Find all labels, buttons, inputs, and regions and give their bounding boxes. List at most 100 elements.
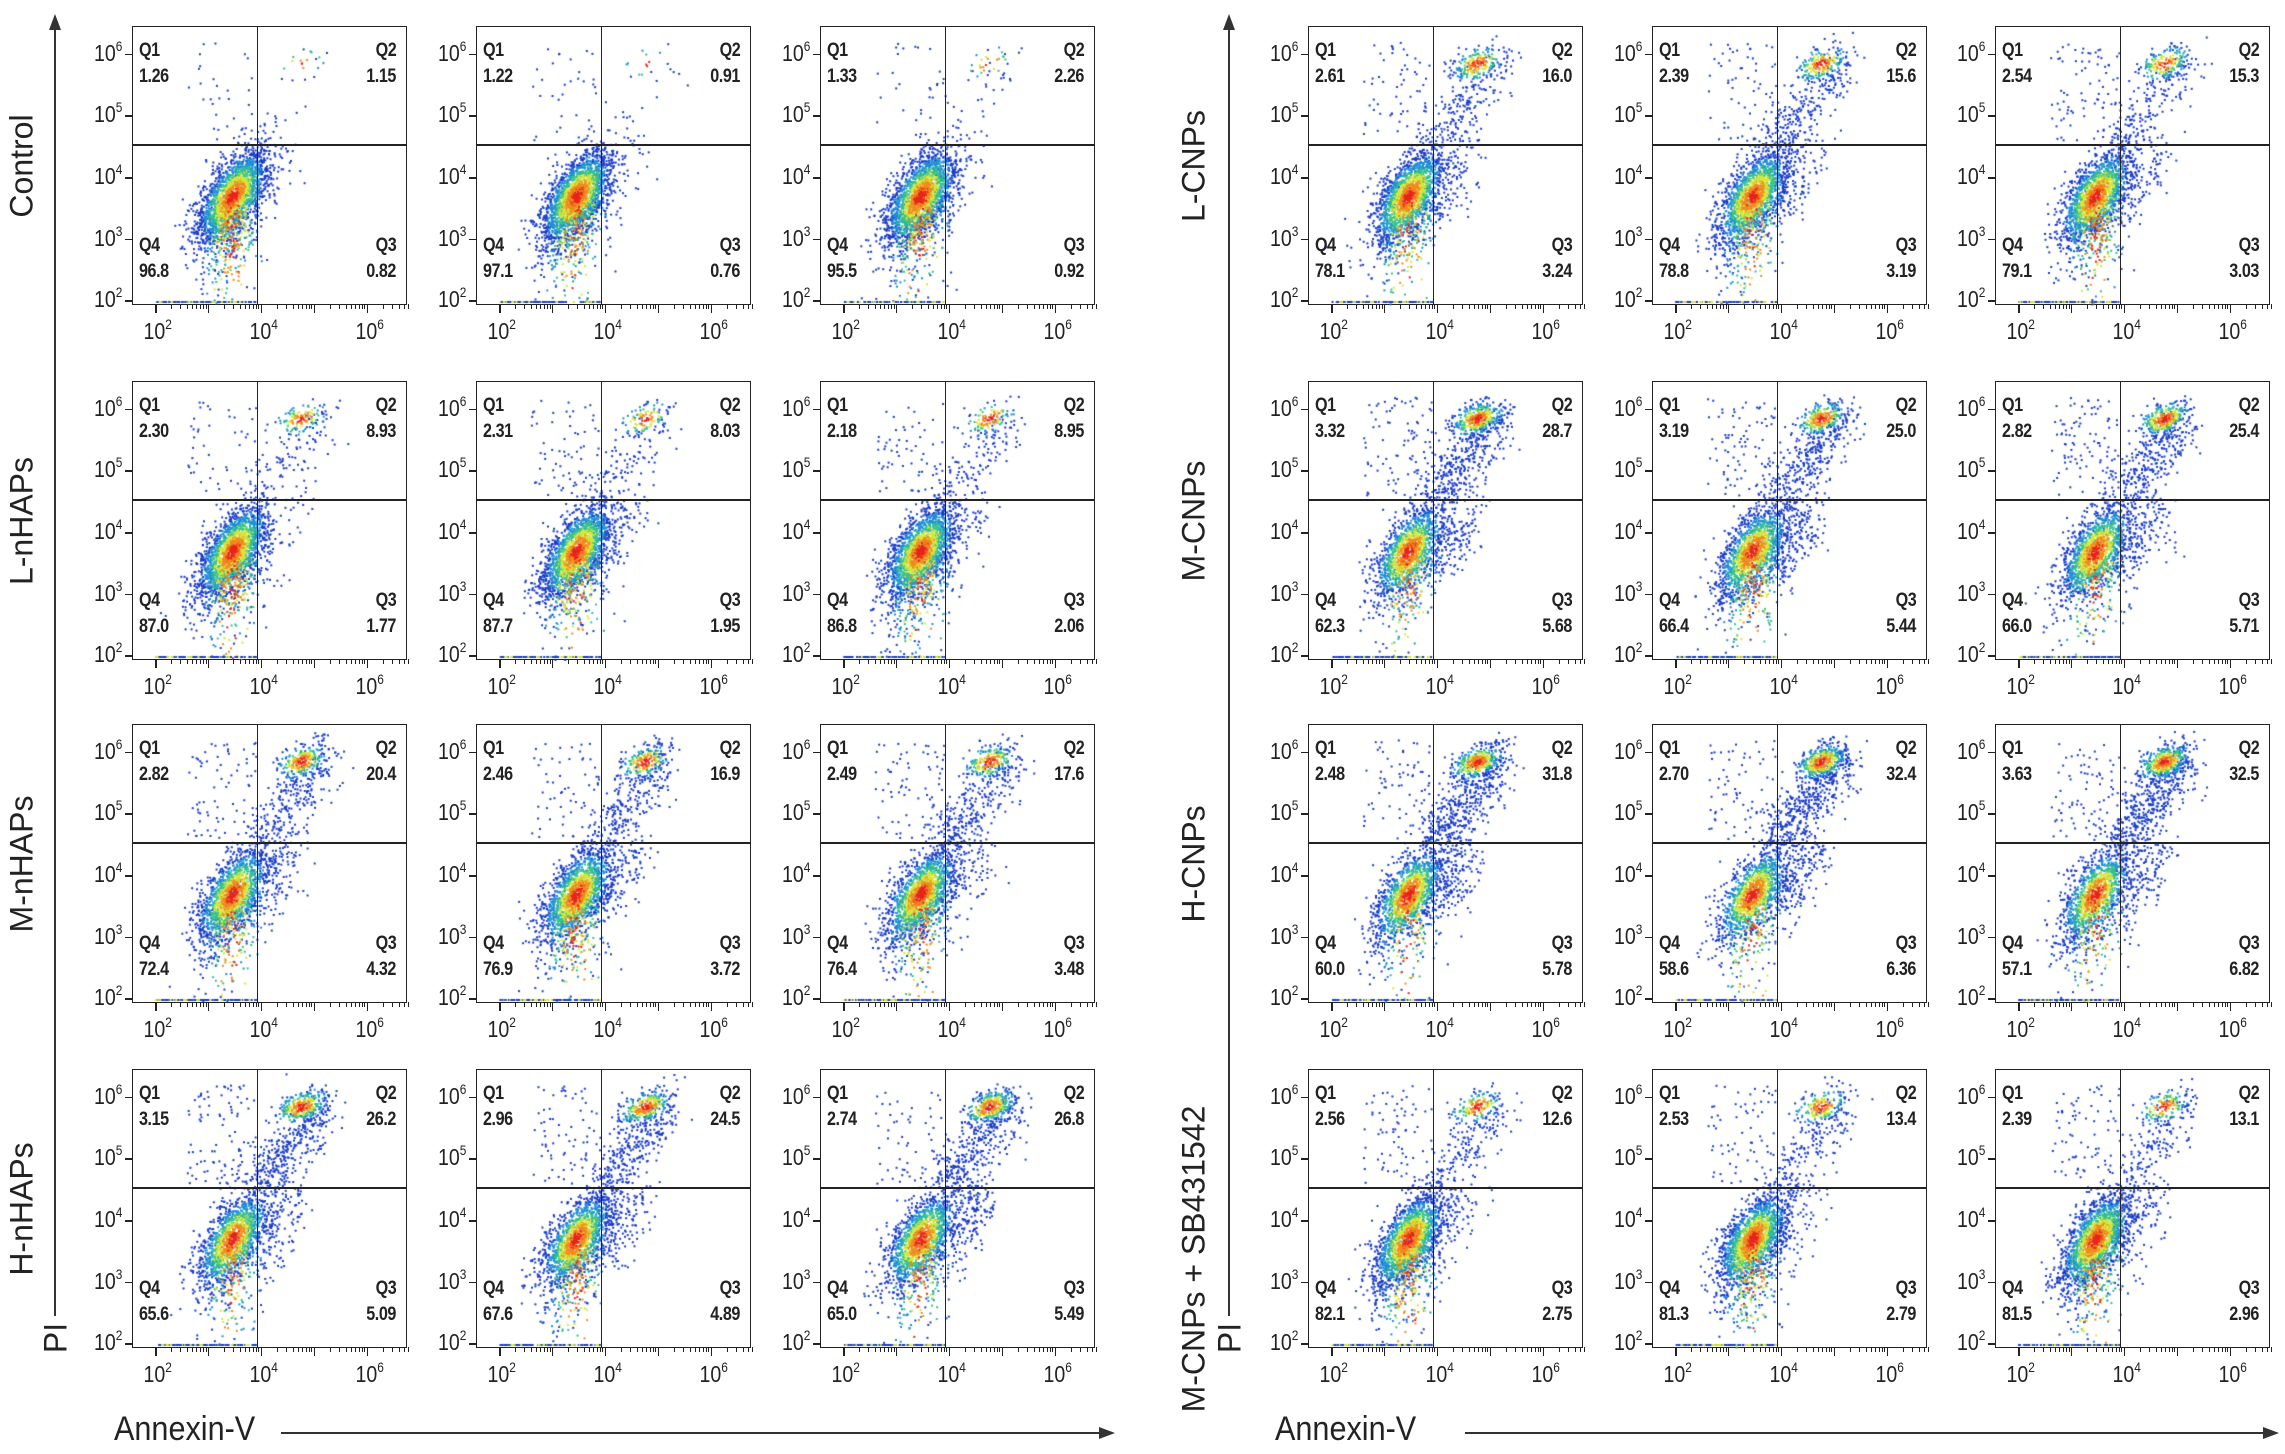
x-tick-mark xyxy=(1489,659,1492,668)
tick-base: 10 xyxy=(699,1016,722,1042)
tick-exponent: 2 xyxy=(509,1359,516,1375)
quadrant-name-q4: Q4 xyxy=(1315,1277,1336,1299)
scatter-plot: Q1 3.63 Q2 32.5 Q4 57.1 Q3 6.82 106 105 104 103 102 1… xyxy=(1957,724,2272,1042)
x-tick-mark xyxy=(705,1002,707,1007)
y-tick-mark xyxy=(1301,1096,1309,1099)
quadrant-gate-vertical xyxy=(944,27,947,304)
density-dot-layer xyxy=(1996,382,2271,661)
x-tick-mark xyxy=(630,1347,632,1352)
quadrant-value-q1: 2.30 xyxy=(139,421,169,443)
x-tick-mark xyxy=(392,1347,393,1352)
x-tick-mark xyxy=(887,659,889,664)
x-tick-mark xyxy=(1878,659,1880,664)
tick-base: 10 xyxy=(437,224,460,251)
x-tick-mark xyxy=(602,1002,604,1007)
y-tick-mark xyxy=(1301,300,1309,302)
quadrant-name-q3: Q3 xyxy=(375,1277,396,1299)
scatter-plot: Q1 1.22 Q2 0.91 Q4 97.1 Q3 0.76 106 105 104 103 102 1… xyxy=(438,26,753,344)
x-tick-mark xyxy=(1378,659,1380,664)
x-tick-mark xyxy=(382,304,384,309)
y-tick-mark xyxy=(1988,936,1996,939)
tick-exponent: 4 xyxy=(959,1014,966,1030)
x-tick-mark xyxy=(620,1002,622,1007)
quadrant-value-q4: 87.0 xyxy=(139,616,169,638)
x-tick-mark xyxy=(1865,659,1867,664)
x-tick-mark xyxy=(705,1347,707,1352)
x-tick-mark xyxy=(2065,659,2067,664)
y-tick-label: 103 xyxy=(782,921,810,950)
row-label: M-nHAPs xyxy=(3,795,40,933)
y-tick-mark xyxy=(469,532,477,534)
x-tick-mark xyxy=(339,1347,341,1352)
y-tick-label: 104 xyxy=(782,161,810,190)
y-tick-mark xyxy=(1988,300,1996,302)
x-tick-mark xyxy=(921,1002,923,1007)
tick-base: 10 xyxy=(1956,922,1979,949)
tick-base: 10 xyxy=(699,318,722,344)
x-tick-mark xyxy=(1918,1347,1920,1352)
y-tick-mark xyxy=(1988,1096,1996,1099)
quadrant-value-q3: 6.36 xyxy=(1886,959,1916,981)
x-tick-mark xyxy=(1690,304,1692,309)
x-tick-mark xyxy=(313,1347,316,1356)
tick-exponent: 4 xyxy=(1635,1204,1642,1221)
tick-exponent: 2 xyxy=(459,982,466,999)
tick-base: 10 xyxy=(93,861,116,888)
x-tick-mark xyxy=(1828,304,1830,309)
quadrant-name-q4: Q4 xyxy=(483,932,504,954)
x-tick-mark xyxy=(588,304,590,309)
quadrant-value-q2: 15.3 xyxy=(2229,66,2259,88)
x-tick-mark xyxy=(683,304,685,309)
quadrant-value-q2: 0.91 xyxy=(710,66,740,88)
x-tick-mark xyxy=(1362,659,1364,664)
x-tick-mark xyxy=(1434,1347,1436,1352)
quadrant-value-q4: 81.5 xyxy=(2002,1304,2032,1326)
y-tick-label: 106 xyxy=(1270,38,1298,67)
tick-exponent: 2 xyxy=(2028,316,2035,332)
x-tick-mark xyxy=(726,1347,728,1352)
x-tick-mark xyxy=(602,659,604,664)
tick-exponent: 6 xyxy=(721,671,728,687)
x-tick-mark xyxy=(1070,659,1072,664)
x-tick-mark xyxy=(258,659,260,664)
x-tick-mark xyxy=(1831,1347,1833,1352)
tick-exponent: 2 xyxy=(115,1327,122,1344)
y-tick-mark xyxy=(813,1343,821,1345)
tick-exponent: 6 xyxy=(1291,37,1298,54)
x-tick-mark xyxy=(1902,1002,1904,1007)
x-tick-mark xyxy=(1700,304,1702,309)
x-tick-mark xyxy=(843,1002,845,1011)
x-tick-mark xyxy=(2202,1002,2204,1007)
y-tick-mark xyxy=(125,1096,133,1099)
quadrant-value-q4: 86.8 xyxy=(827,616,857,638)
tick-base: 10 xyxy=(2112,673,2135,699)
x-tick-mark xyxy=(2261,1002,2263,1007)
x-tick-mark xyxy=(2018,304,2020,313)
tick-base: 10 xyxy=(781,861,804,888)
x-tick-mark xyxy=(2221,1347,2223,1352)
tick-base: 10 xyxy=(1663,1361,1686,1387)
x-tick-mark xyxy=(1434,1002,1436,1007)
row-label: L-CNPs xyxy=(1175,109,1212,223)
x-tick-mark xyxy=(2270,1347,2272,1352)
tick-base: 10 xyxy=(1769,1361,1792,1387)
tick-exponent: 2 xyxy=(1291,982,1298,999)
tick-base: 10 xyxy=(1875,1361,1898,1387)
quadrant-gate-horizontal xyxy=(1309,1187,1582,1189)
x-tick-mark xyxy=(258,304,260,309)
y-tick-label: 106 xyxy=(1957,38,1985,67)
tick-base: 10 xyxy=(93,1082,116,1109)
y-tick-mark xyxy=(469,1281,477,1284)
x-tick-mark xyxy=(1822,1002,1824,1007)
tick-exponent: 2 xyxy=(1635,1327,1642,1344)
x-tick-label: 106 xyxy=(355,1359,383,1388)
quadrant-name-q1: Q1 xyxy=(139,1082,160,1104)
quadrant-name-q2: Q2 xyxy=(719,39,740,61)
x-tick-mark xyxy=(1775,659,1777,664)
quadrant-gate-vertical xyxy=(1776,382,1779,659)
x-tick-mark xyxy=(689,304,691,309)
tick-exponent: 2 xyxy=(115,639,122,656)
x-tick-mark xyxy=(646,1002,648,1007)
tick-exponent: 3 xyxy=(1291,1265,1298,1282)
scatter-plot: Q1 2.96 Q2 24.5 Q4 67.6 Q3 4.89 106 105 104 103 102 1… xyxy=(438,1069,753,1387)
